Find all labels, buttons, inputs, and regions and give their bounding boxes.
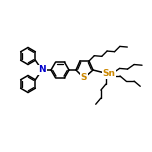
Text: S: S (81, 74, 87, 83)
Text: N: N (38, 66, 46, 74)
Text: Sn: Sn (102, 69, 116, 78)
